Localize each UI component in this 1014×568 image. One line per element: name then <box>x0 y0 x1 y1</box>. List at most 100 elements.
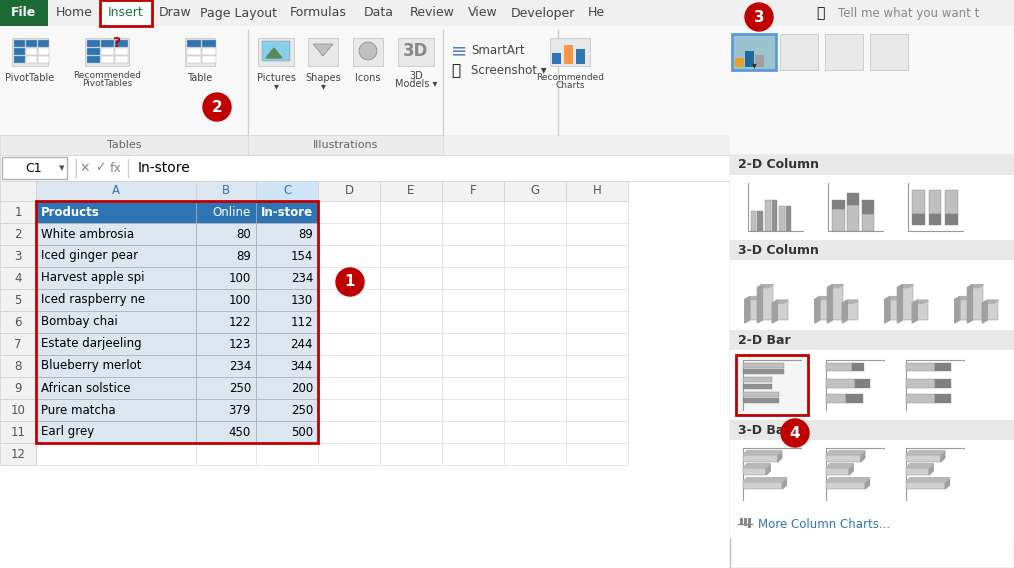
Bar <box>380 223 442 245</box>
Bar <box>402 0 462 26</box>
Bar <box>757 211 763 231</box>
Polygon shape <box>827 285 844 287</box>
Bar <box>566 181 628 201</box>
Polygon shape <box>843 300 858 303</box>
Bar <box>353 38 383 66</box>
Text: fx: fx <box>111 161 122 174</box>
Bar <box>566 377 628 399</box>
Bar <box>262 41 290 61</box>
Bar <box>442 201 504 223</box>
Bar <box>318 443 380 465</box>
Bar <box>743 454 778 462</box>
Bar <box>740 518 743 524</box>
Bar <box>504 333 566 355</box>
Bar <box>826 454 861 462</box>
Text: Review: Review <box>410 6 454 19</box>
Text: Earl grey: Earl grey <box>41 425 94 438</box>
Bar <box>780 34 818 70</box>
Polygon shape <box>941 450 945 462</box>
Polygon shape <box>913 300 918 323</box>
Polygon shape <box>815 296 830 299</box>
Bar <box>730 420 1014 440</box>
Polygon shape <box>897 285 902 323</box>
Bar <box>566 443 628 465</box>
Bar <box>37 443 196 465</box>
Bar <box>14 56 25 63</box>
Polygon shape <box>945 478 949 489</box>
Text: View: View <box>468 6 498 19</box>
Text: File: File <box>11 6 37 19</box>
Bar <box>730 260 1014 330</box>
Text: ≡: ≡ <box>451 41 467 61</box>
Bar <box>945 190 957 214</box>
Bar <box>26 40 37 47</box>
Bar <box>37 421 196 443</box>
Text: 500: 500 <box>291 425 313 438</box>
Text: Shapes: Shapes <box>305 73 341 83</box>
Bar <box>566 201 628 223</box>
Text: |: | <box>73 158 79 178</box>
Bar <box>778 300 788 320</box>
Bar <box>101 56 114 63</box>
Bar <box>196 181 256 201</box>
Bar <box>380 311 442 333</box>
Bar <box>504 0 582 26</box>
Text: Draw: Draw <box>158 6 192 19</box>
Text: Pictures: Pictures <box>257 73 295 83</box>
Text: F: F <box>469 185 477 198</box>
Text: Online: Online <box>213 206 251 219</box>
Text: Icons: Icons <box>355 73 380 83</box>
Bar <box>848 300 858 320</box>
Bar <box>399 38 434 66</box>
Text: 10: 10 <box>10 403 25 416</box>
Polygon shape <box>861 450 865 462</box>
Bar <box>48 0 100 26</box>
Text: 💡: 💡 <box>816 6 824 20</box>
Text: African solstice: African solstice <box>41 382 131 395</box>
Bar <box>101 40 114 47</box>
Bar <box>37 245 196 267</box>
Bar <box>318 399 380 421</box>
Bar <box>256 267 318 289</box>
Polygon shape <box>266 48 282 58</box>
Bar <box>730 330 1014 350</box>
Text: Tell me what you want t: Tell me what you want t <box>838 6 980 19</box>
Bar <box>380 377 442 399</box>
Text: Tables: Tables <box>106 140 141 150</box>
Bar <box>38 48 49 55</box>
Bar <box>318 333 380 355</box>
Text: 100: 100 <box>229 272 251 285</box>
Bar <box>187 56 201 63</box>
Bar <box>870 34 908 70</box>
Bar <box>504 267 566 289</box>
Text: ▾: ▾ <box>751 60 756 70</box>
Bar <box>196 289 256 311</box>
Bar <box>14 40 25 47</box>
Text: ?: ? <box>113 36 121 50</box>
Bar <box>380 181 442 201</box>
Bar <box>988 300 998 320</box>
Bar <box>196 355 256 377</box>
Bar <box>730 0 1014 26</box>
Bar <box>765 200 771 231</box>
Text: 3: 3 <box>14 249 21 262</box>
Bar <box>196 267 256 289</box>
Text: 379: 379 <box>228 403 251 416</box>
Bar <box>196 443 256 465</box>
Text: ✓: ✓ <box>94 161 105 174</box>
Bar <box>87 40 100 47</box>
Bar <box>913 190 925 214</box>
Bar <box>38 40 49 47</box>
Bar <box>0 333 37 355</box>
Bar <box>256 333 318 355</box>
Bar <box>442 399 504 421</box>
Text: White ambrosia: White ambrosia <box>41 228 134 240</box>
Polygon shape <box>826 478 869 482</box>
Bar <box>552 53 561 64</box>
Bar <box>832 200 845 210</box>
Bar <box>380 245 442 267</box>
Polygon shape <box>906 450 945 454</box>
Polygon shape <box>955 296 970 299</box>
Text: A: A <box>112 185 120 198</box>
Bar <box>196 421 256 443</box>
